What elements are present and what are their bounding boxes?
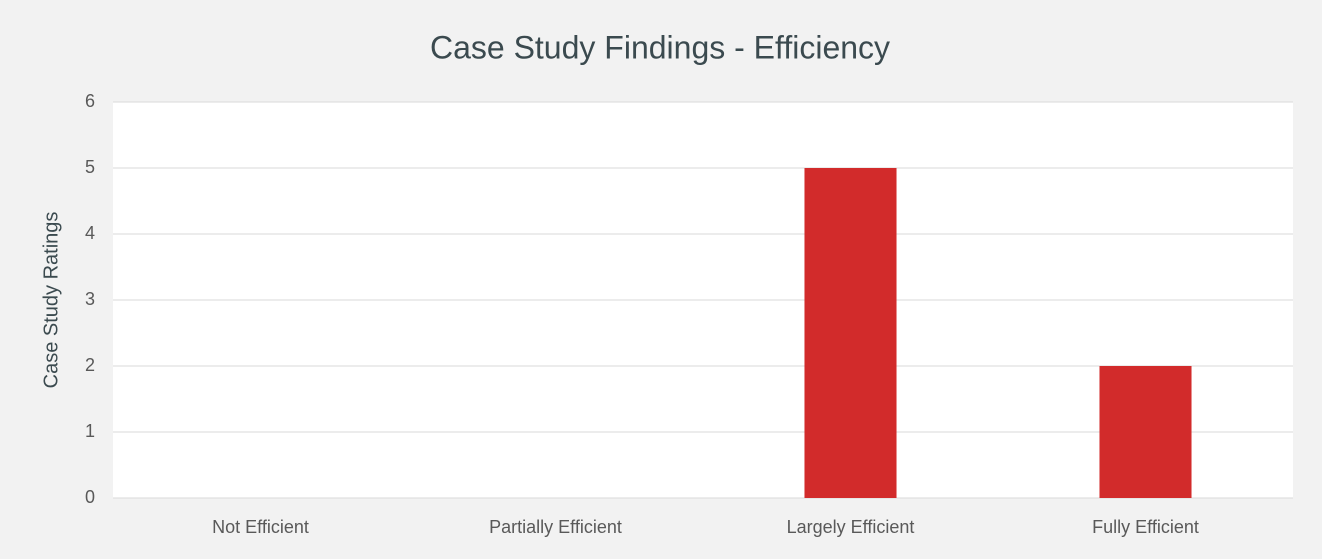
x-tick-label: Largely Efficient — [787, 517, 915, 537]
y-tick-label: 1 — [85, 421, 95, 441]
y-tick-label: 0 — [85, 487, 95, 507]
y-tick-label: 3 — [85, 289, 95, 309]
bar — [1099, 366, 1192, 498]
y-tick-label: 5 — [85, 157, 95, 177]
y-tick-label: 4 — [85, 223, 95, 243]
bar — [804, 168, 897, 498]
x-tick-label: Partially Efficient — [489, 517, 622, 537]
chart-title: Case Study Findings - Efficiency — [430, 29, 890, 65]
y-axis-title: Case Study Ratings — [40, 212, 62, 389]
y-tick-label: 6 — [85, 91, 95, 111]
x-tick-label: Fully Efficient — [1092, 517, 1199, 537]
y-tick-label: 2 — [85, 355, 95, 375]
x-tick-label: Not Efficient — [212, 517, 309, 537]
